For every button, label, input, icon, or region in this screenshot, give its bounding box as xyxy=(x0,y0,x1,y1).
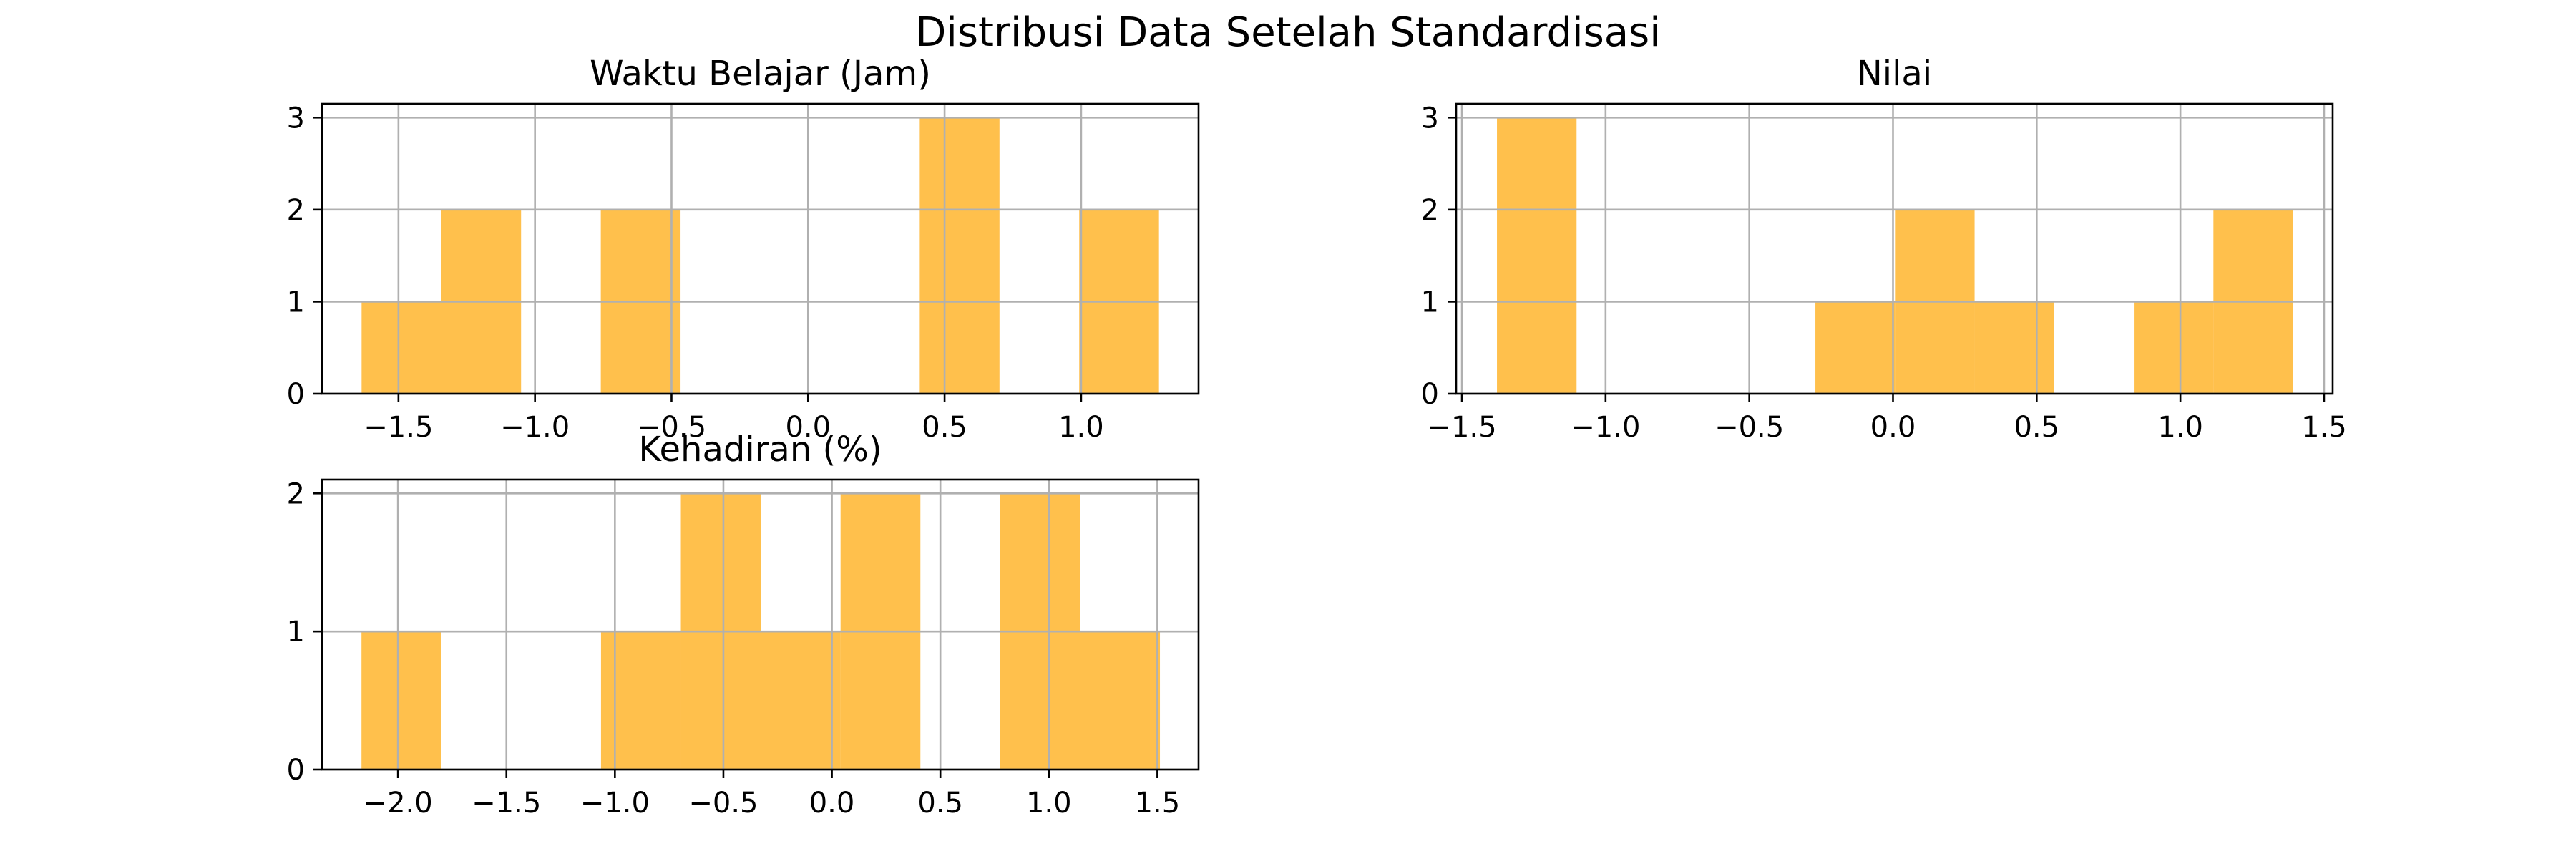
y-tick-label: 1 xyxy=(1421,286,1439,319)
x-tick-label: −0.5 xyxy=(1714,411,1784,444)
x-tick-label: 1.0 xyxy=(2157,411,2203,444)
x-tick-label: −1.0 xyxy=(1571,411,1640,444)
y-tick-label: 2 xyxy=(1421,194,1439,227)
x-tick-label: 0.0 xyxy=(785,411,831,444)
y-tick-label: 0 xyxy=(287,378,305,411)
x-tick-label: 1.0 xyxy=(1026,787,1072,820)
histogram-bar xyxy=(2134,301,2214,394)
x-tick-label: −1.0 xyxy=(580,787,650,820)
histogram-bar xyxy=(1497,117,1577,394)
y-tick-label: 3 xyxy=(1421,102,1439,135)
subplot-title: Nilai xyxy=(1857,54,1932,94)
histogram-bar xyxy=(1974,301,2054,394)
figure-title: Distribusi Data Setelah Standardisasi xyxy=(915,9,1661,56)
x-tick-label: −1.5 xyxy=(364,411,433,444)
x-tick-label: 1.0 xyxy=(1058,411,1104,444)
subplot-title: Kehadiran (%) xyxy=(638,430,882,470)
x-tick-label: 1.5 xyxy=(1135,787,1181,820)
x-tick-label: 0.5 xyxy=(2014,411,2059,444)
y-tick-label: 0 xyxy=(287,754,305,787)
histogram-bar xyxy=(361,301,441,394)
subplot-2: −1.5 −1.0 −0.5 0.0 0.5 1.0 1.5 0 1 2 3 Nilai xyxy=(1421,54,2347,444)
y-tick-label: 3 xyxy=(287,102,305,135)
axes-frame xyxy=(321,102,1200,395)
x-tick-label: −0.5 xyxy=(688,787,758,820)
histogram-bar xyxy=(1815,301,1896,394)
subplots: −1.5 −1.0 −0.5 0.0 0.5 1.0 0 1 2 3 Waktu Belajar (… xyxy=(287,54,2347,820)
y-tick-label: 2 xyxy=(287,477,305,510)
x-tick-label: 0.5 xyxy=(917,787,963,820)
x-tick-label: −2.0 xyxy=(364,787,433,820)
x-tick-label: 1.5 xyxy=(2301,411,2347,444)
axes-frame xyxy=(321,478,1200,771)
x-tick-label: −0.5 xyxy=(637,411,706,444)
x-tick-label: 0.0 xyxy=(809,787,855,820)
y-tick-label: 1 xyxy=(287,286,305,319)
x-tick-label: −1.5 xyxy=(1427,411,1496,444)
histogram-bar xyxy=(1080,631,1161,770)
x-tick-label: 0.5 xyxy=(922,411,967,444)
histogram-bar xyxy=(361,631,441,770)
x-tick-label: −1.5 xyxy=(472,787,541,820)
subplot-title: Waktu Belajar (Jam) xyxy=(590,54,931,94)
histogram-bar xyxy=(919,117,1000,394)
subplot-1: −1.5 −1.0 −0.5 0.0 0.5 1.0 0 1 2 3 Waktu Belajar (… xyxy=(287,54,1200,444)
subplot-3: −2.0 −1.5 −1.0 −0.5 0.0 0.5 1.0 1.5 0 1 2 Kehadiran… xyxy=(287,430,1200,820)
histogram-bar xyxy=(761,631,841,770)
y-tick-label: 0 xyxy=(1421,378,1439,411)
x-tick-label: 0.0 xyxy=(1870,411,1916,444)
histogram-bar xyxy=(600,631,681,770)
y-tick-label: 1 xyxy=(287,616,305,649)
x-tick-label: −1.0 xyxy=(500,411,570,444)
axes-frame xyxy=(1455,102,2334,395)
y-tick-label: 2 xyxy=(287,194,305,227)
